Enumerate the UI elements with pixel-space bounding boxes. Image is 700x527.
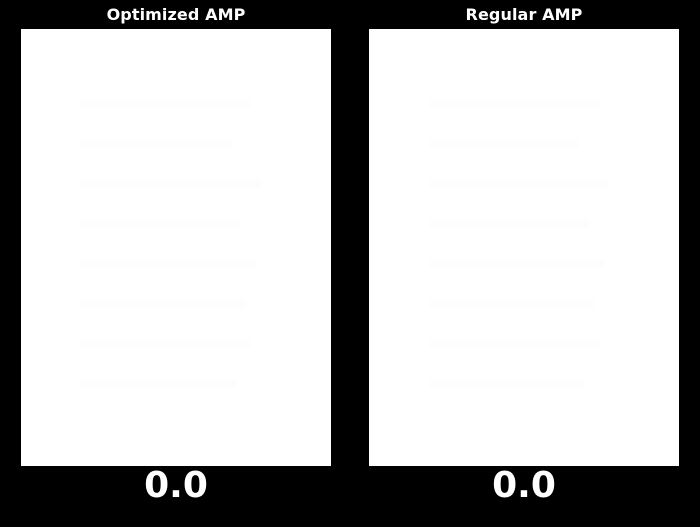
faint-text-line <box>429 179 609 188</box>
faint-text-line <box>81 219 241 228</box>
faint-text-line <box>429 99 599 108</box>
regular-amp-panel: Regular AMP 0.0 <box>369 0 679 527</box>
faint-text-line <box>81 379 236 388</box>
optimized-amp-load-timer: 0.0 <box>144 465 208 506</box>
faint-text-line <box>429 259 604 268</box>
optimized-amp-title: Optimized AMP <box>106 5 246 24</box>
faint-text-line <box>81 179 261 188</box>
faint-text-line <box>429 379 584 388</box>
regular-amp-page-preview <box>369 29 679 466</box>
faint-text-line <box>429 139 579 148</box>
optimized-amp-panel: Optimized AMP 0.0 <box>21 0 331 527</box>
faint-text-line <box>81 139 231 148</box>
faint-text-line <box>429 339 599 348</box>
faint-text-line <box>81 99 251 108</box>
faint-text-line <box>81 299 246 308</box>
optimized-amp-page-preview <box>21 29 331 466</box>
faint-text-line <box>429 219 589 228</box>
regular-amp-load-timer: 0.0 <box>492 465 556 506</box>
faint-text-line <box>81 259 256 268</box>
regular-amp-title: Regular AMP <box>465 5 583 24</box>
faint-text-line <box>81 339 251 348</box>
faint-text-line <box>429 299 594 308</box>
